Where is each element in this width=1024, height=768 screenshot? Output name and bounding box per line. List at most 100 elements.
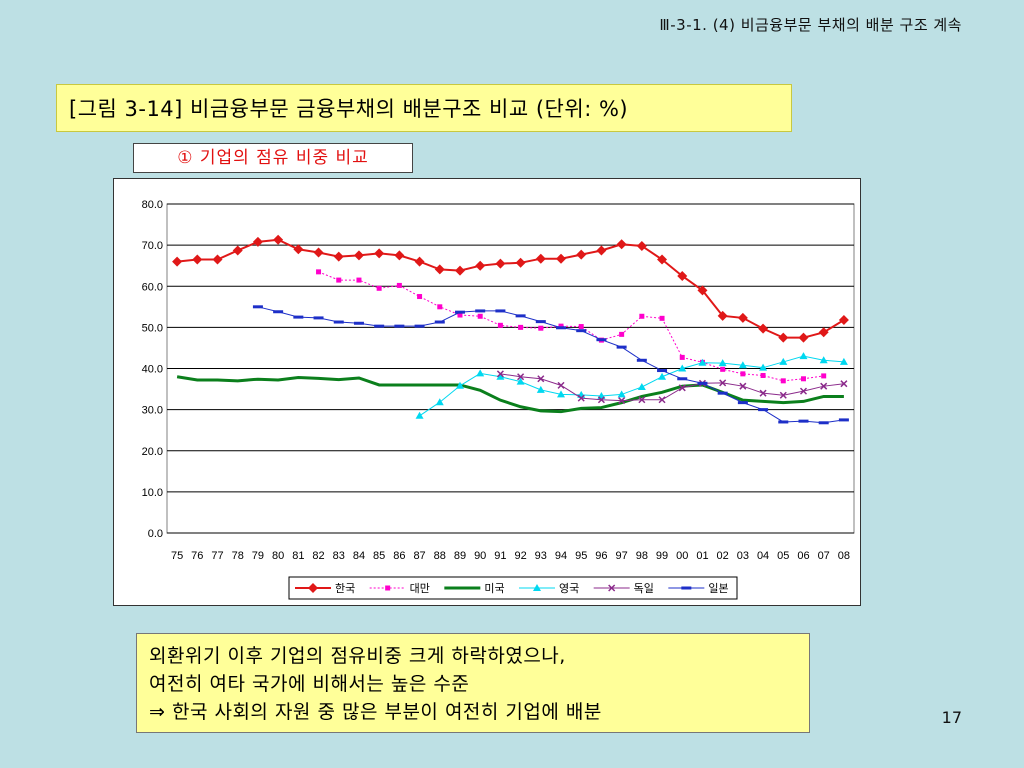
data-point xyxy=(172,256,183,267)
data-point xyxy=(353,250,364,261)
data-point xyxy=(515,257,526,268)
data-point xyxy=(557,381,565,389)
x-tick-label: 96 xyxy=(595,550,607,562)
x-tick-label: 90 xyxy=(474,550,486,562)
data-point xyxy=(618,397,626,405)
data-point xyxy=(537,375,545,383)
data-point xyxy=(308,583,318,593)
data-point xyxy=(608,584,616,592)
data-point xyxy=(535,253,546,264)
x-tick-label: 85 xyxy=(373,550,385,562)
x-tick-label: 07 xyxy=(818,550,830,562)
data-point xyxy=(697,285,708,296)
x-tick-label: 97 xyxy=(616,550,628,562)
data-point xyxy=(659,315,665,321)
data-point xyxy=(679,354,685,360)
x-tick-label: 98 xyxy=(636,550,648,562)
data-point xyxy=(536,385,545,393)
figure-subtitle: ① 기업의 점유 비중 비교 xyxy=(133,143,413,173)
data-point xyxy=(454,265,465,276)
y-tick-label: 80.0 xyxy=(142,199,163,211)
data-point xyxy=(576,249,587,260)
data-point xyxy=(798,332,809,343)
data-point xyxy=(839,357,848,365)
data-point xyxy=(678,364,687,372)
x-tick-label: 94 xyxy=(555,550,567,562)
data-point xyxy=(516,377,525,385)
data-point xyxy=(638,396,646,404)
data-point xyxy=(533,584,541,591)
x-tick-label: 99 xyxy=(656,550,668,562)
data-point xyxy=(780,378,786,384)
x-tick-label: 84 xyxy=(353,550,365,562)
data-point xyxy=(414,256,425,267)
data-point xyxy=(819,356,828,364)
y-tick-label: 30.0 xyxy=(142,405,163,417)
legend-label: 영국 xyxy=(559,582,579,595)
data-point xyxy=(457,312,463,318)
data-point xyxy=(273,234,284,245)
legend-label: 미국 xyxy=(484,582,504,595)
data-point xyxy=(758,323,769,334)
x-tick-label: 08 xyxy=(838,550,850,562)
page-number: 17 xyxy=(941,708,962,727)
data-point xyxy=(417,294,423,300)
data-point xyxy=(717,310,728,321)
data-point xyxy=(778,332,789,343)
data-point xyxy=(818,327,829,338)
data-point xyxy=(385,585,391,591)
x-tick-label: 83 xyxy=(333,550,345,562)
legend-box xyxy=(288,576,738,600)
data-point xyxy=(637,383,646,391)
data-point xyxy=(578,324,584,330)
data-point xyxy=(356,277,362,283)
data-point xyxy=(496,372,505,380)
data-point xyxy=(556,253,567,264)
data-point xyxy=(617,390,626,398)
x-tick-label: 80 xyxy=(272,550,284,562)
chart-svg: 0.0 10.0 20.0 30.0 40.0 50.0 60.0 70.0 80.0 75 76 7… xyxy=(142,199,855,600)
data-point xyxy=(779,357,788,365)
data-point xyxy=(759,389,767,397)
y-tick-label: 20.0 xyxy=(142,446,163,458)
data-point xyxy=(820,382,828,390)
data-point xyxy=(435,398,444,406)
data-point xyxy=(678,384,686,392)
data-point xyxy=(374,248,385,259)
x-tick-label: 06 xyxy=(797,550,809,562)
x-tick-label: 87 xyxy=(413,550,425,562)
data-point xyxy=(333,251,344,262)
series-line xyxy=(318,271,824,382)
y-tick-label: 40.0 xyxy=(142,364,163,376)
y-tick-label: 60.0 xyxy=(142,281,163,293)
data-point xyxy=(658,396,666,404)
data-point xyxy=(799,352,808,360)
data-point xyxy=(636,240,647,251)
data-point xyxy=(719,379,727,387)
data-point xyxy=(496,370,504,378)
y-tick-label: 0.0 xyxy=(148,528,163,540)
data-point xyxy=(639,313,645,319)
data-point xyxy=(376,285,382,291)
x-tick-label: 04 xyxy=(757,550,769,562)
series-line xyxy=(176,375,844,414)
data-point xyxy=(313,247,324,258)
legend-label: 독일 xyxy=(634,581,654,595)
data-point xyxy=(779,391,787,399)
y-tick-label: 10.0 xyxy=(142,487,163,499)
data-point xyxy=(577,394,585,402)
data-point xyxy=(838,314,849,325)
data-point xyxy=(476,369,485,377)
summary-line-3: ⇒ 한국 사회의 자원 중 많은 부분이 여전히 기업에 배분 xyxy=(149,701,602,723)
data-point xyxy=(232,245,243,256)
data-point xyxy=(557,390,566,398)
data-point xyxy=(619,331,625,337)
data-point xyxy=(316,269,322,275)
data-point xyxy=(518,324,524,330)
data-point xyxy=(799,387,808,395)
data-point xyxy=(738,361,747,369)
x-tick-label: 79 xyxy=(252,550,264,562)
data-point xyxy=(616,239,627,250)
series-line xyxy=(500,373,844,402)
data-point xyxy=(437,304,443,310)
